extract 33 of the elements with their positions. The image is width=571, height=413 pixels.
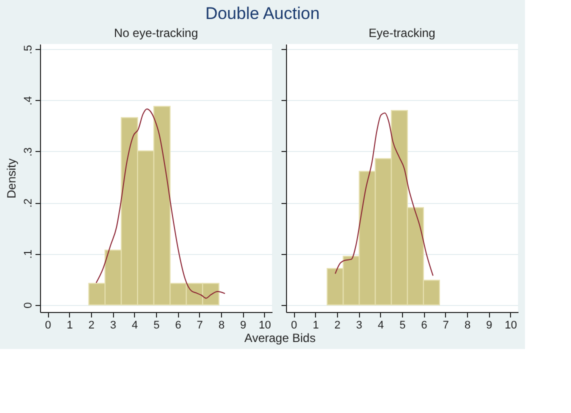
y-tick-label: .2 [22,198,34,208]
x-tick-label: 3 [110,320,116,332]
x-tick-label: 1 [312,320,319,332]
x-tick-label: 10 [258,320,272,332]
y-tick-label: .1 [22,250,34,259]
x-tick-label: 3 [356,320,362,332]
x-tick-label: 1 [66,320,73,332]
y-tick-label: 0 [22,302,34,308]
x-tick-label: 7 [442,320,449,332]
x-tick-label: 0 [291,320,298,332]
x-tick-label: 8 [218,320,225,332]
y-axis-title: Density [4,158,18,199]
x-tick-label: 7 [196,320,203,332]
y-tick-label: .4 [22,96,34,106]
x-tick-label: 4 [378,320,384,332]
chart-subtitle: No eye-tracking [114,26,198,40]
chart-subtitle: Eye-tracking [368,26,436,40]
x-tick-label: 4 [132,320,138,332]
x-tick-label: 9 [240,320,246,332]
x-tick-label: 5 [153,320,160,332]
x-tick-label: 9 [486,320,492,332]
x-tick-label: 6 [175,320,182,332]
x-axis-title: Average Bids [244,331,316,345]
x-tick-label: 2 [334,320,341,332]
y-tick-label: .3 [22,147,34,156]
x-tick-label: 2 [88,320,95,332]
x-tick-label: 10 [504,320,518,332]
chart-title: Double Auction [205,4,320,23]
x-tick-label: 0 [45,320,52,332]
y-tick-label: .5 [22,45,34,54]
x-tick-label: 5 [399,320,406,332]
x-tick-label: 8 [464,320,471,332]
x-tick-label: 6 [421,320,428,332]
